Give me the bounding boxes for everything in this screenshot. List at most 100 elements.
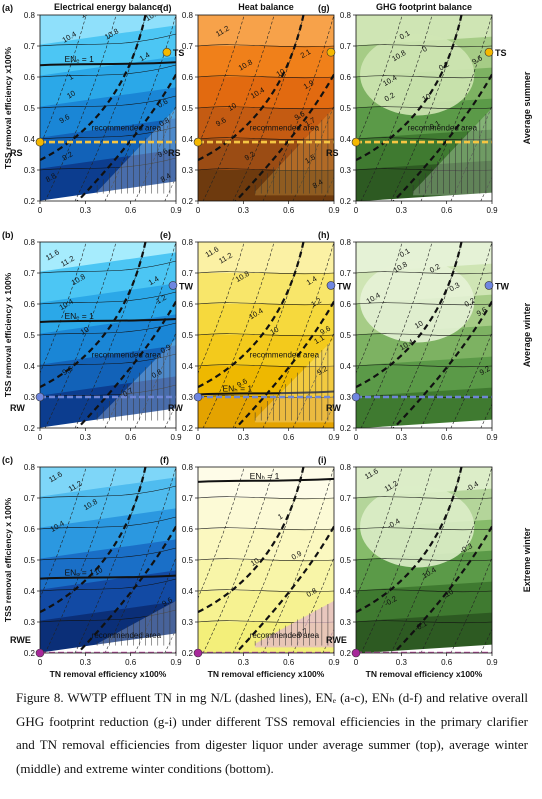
tn-dashed-line [74, 467, 147, 653]
plot-area: recommended area0.100.20.20.110.810.4109… [356, 15, 492, 201]
y-tick-label: 0.3 [340, 393, 352, 402]
tn-limit-dashed [234, 72, 334, 201]
x-tick-label: 0.9 [328, 658, 340, 667]
tn-dashed-line [202, 15, 275, 201]
recommended-area: recommended area [250, 338, 334, 423]
panel-letter: (g) [318, 3, 330, 13]
color-band [40, 570, 176, 622]
tn-dashed-line [44, 467, 117, 653]
contour-label: 10.8 [144, 8, 161, 23]
tn-dashed-line [44, 15, 117, 201]
tn-dashed-line [356, 467, 403, 599]
x-tick-label: 0.6 [441, 433, 453, 442]
y-tick-label: 0.3 [24, 166, 36, 175]
tn-dashed-line [134, 556, 176, 653]
tn-dashed-line [450, 104, 492, 201]
contour-line [198, 364, 334, 368]
y-tick-label: 0.5 [340, 104, 352, 113]
y-tick-label: 0.6 [182, 525, 194, 534]
x-tick-label: 0.9 [486, 206, 498, 215]
y-tick-label: 0.8 [182, 463, 194, 472]
color-band [40, 467, 176, 498]
y-tick-label: 0.2 [340, 197, 352, 206]
color-band [198, 77, 334, 109]
contour-label: 0.1 [398, 29, 412, 42]
y-tick-label: 0.3 [182, 393, 194, 402]
marker-point [193, 648, 203, 658]
y-tick-label: 0.2 [24, 197, 36, 206]
y-tick-label: 0.6 [24, 525, 36, 534]
color-band [198, 273, 334, 305]
contour-line [356, 75, 492, 79]
color-band [40, 345, 176, 397]
column-title: GHG footprint balance [376, 2, 472, 12]
contour-label: 10 [65, 88, 77, 100]
tn-dashed-line [292, 331, 334, 428]
contour-label: 10 [413, 319, 425, 331]
y-tick-label: 0.2 [24, 649, 36, 658]
plot-area: recommended area11.210.810.4109.69.22.11… [198, 15, 334, 201]
marker-label: TS [173, 48, 185, 58]
tn-limit-dashed [40, 242, 147, 389]
y-tick-label: 0.8 [24, 11, 36, 20]
x-tick-label: 0.6 [441, 658, 453, 667]
y-tick-label: 0.4 [340, 587, 352, 596]
tn-dashed-line [360, 242, 433, 428]
x-tick-label: 0.3 [238, 658, 250, 667]
contour-line [198, 75, 334, 79]
color-band [40, 252, 176, 304]
region-fill [255, 338, 334, 423]
x-tick-label: 0 [38, 658, 43, 667]
region-label: recommended area [92, 631, 162, 640]
contour-line [40, 291, 176, 305]
color-band [198, 139, 334, 171]
plot-area: 11.611.2 -0.4-0.4-0.3-0.2-0.110.410 [356, 467, 492, 653]
tn-dashed-line [360, 467, 433, 653]
tn-dashed-line [356, 242, 403, 374]
color-band [40, 477, 176, 529]
x-tick-label: 0.3 [396, 433, 408, 442]
recommended-area: recommended area [92, 338, 176, 423]
region-fill [255, 108, 334, 196]
x-tick-label: 0.6 [283, 206, 295, 215]
y-tick-label: 0.4 [340, 362, 352, 371]
y-tick-label: 0.6 [24, 300, 36, 309]
x-tick-label: 0 [196, 206, 201, 215]
contour-line [198, 496, 334, 500]
tn-limit-dashed [40, 15, 147, 162]
balance-label: ENₕ = 1 [222, 384, 252, 394]
panel-g: recommended area0.100.20.20.110.810.4109… [318, 3, 506, 215]
tn-dashed-line [202, 242, 275, 428]
tn-dashed-line [292, 104, 334, 201]
contour-line [40, 516, 176, 530]
y-tick-label: 0.8 [340, 238, 352, 247]
x-tick-label: 0.6 [125, 658, 137, 667]
x-tick-label: 0.6 [283, 433, 295, 442]
tn-dashed-line [164, 403, 176, 428]
tn-limit-dashed [40, 467, 147, 614]
x-tick-label: 0.9 [328, 206, 340, 215]
tn-dashed-line [450, 556, 492, 653]
tn-dashed-line [360, 15, 433, 201]
panel-letter: (h) [318, 230, 330, 240]
y-tick-label: 0.8 [24, 463, 36, 472]
y-tick-label: 0.3 [182, 166, 194, 175]
marker-label: RS [326, 148, 339, 158]
contour-label: 1 [276, 512, 284, 522]
x-tick-label: 0 [354, 433, 359, 442]
x-tick-label: 0.3 [238, 206, 250, 215]
tn-dashed-line [104, 242, 176, 428]
x-tick-label: 0 [196, 658, 201, 667]
contour-line [40, 353, 176, 367]
y-tick-label: 0.5 [182, 556, 194, 565]
marker-point [193, 137, 203, 147]
color-band [40, 508, 176, 560]
contour-label: 10 [275, 67, 287, 79]
plateau-fill [360, 485, 475, 568]
y-tick-label: 0.5 [340, 331, 352, 340]
marker-label: RWE [326, 635, 347, 645]
tn-limit-dashed [234, 299, 334, 428]
